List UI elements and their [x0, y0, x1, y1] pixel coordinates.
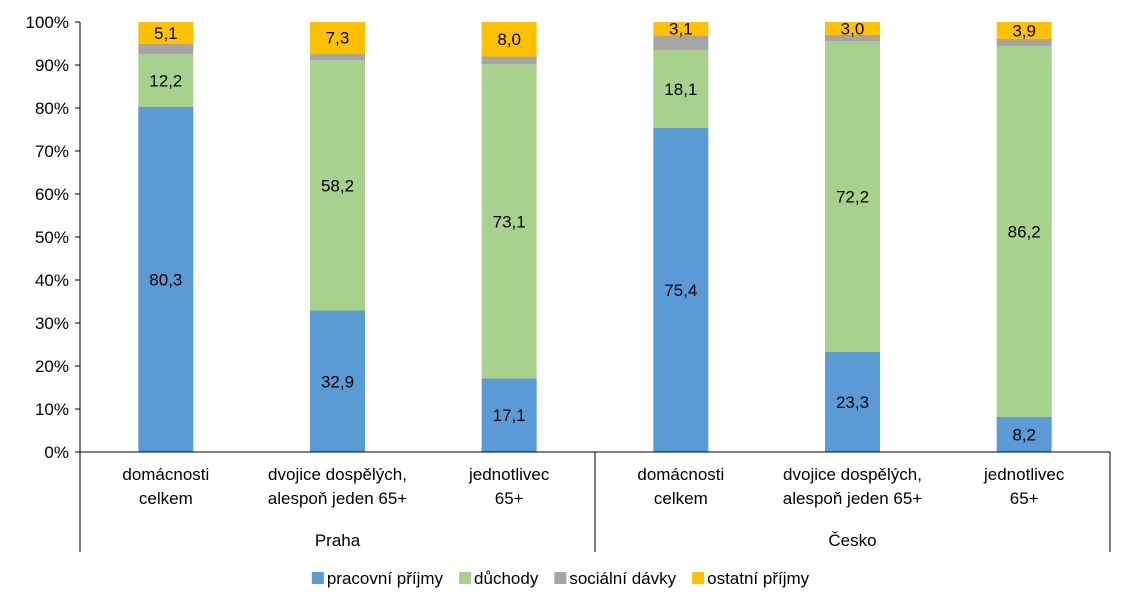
x-category-label: alespoň jeden 65+: [783, 489, 923, 508]
bar-segment-4-4: [653, 22, 709, 36]
bar-segment-4-3: [481, 22, 537, 57]
bars-layer: [138, 22, 1052, 453]
y-tick-label: 50%: [35, 228, 69, 247]
y-tick-label: 100%: [26, 13, 69, 32]
x-category-label: celkem: [139, 489, 193, 508]
bar-segment-1-2: [310, 310, 365, 452]
legend-swatch: [554, 572, 567, 584]
data-label: 75,4: [664, 281, 697, 300]
x-category-label: jednotlivec: [468, 465, 550, 484]
data-label: 80,3: [149, 270, 182, 289]
data-label: 5,1: [154, 24, 178, 43]
data-label: 7,3: [326, 29, 350, 48]
x-category-label: alespoň jeden 65+: [268, 489, 408, 508]
data-label: 72,2: [836, 188, 869, 207]
y-tick-label: 20%: [35, 357, 69, 376]
y-tick-label: 0%: [44, 443, 69, 462]
bar-segment-1-3: [481, 378, 537, 452]
x-category-label: celkem: [654, 489, 708, 508]
bar-segment-1-1: [138, 106, 194, 453]
data-label: 17,1: [493, 406, 526, 425]
bar-segment-3-6: [996, 38, 1052, 47]
axes-layer: 0% 10% 20% 30% 40% 50% 60% 70% 80% 90% 100% domácno…: [26, 13, 1111, 552]
bar-segment-3-1: [138, 43, 194, 55]
bar-segment-3-3: [481, 56, 537, 65]
bar-segment-4-2: [310, 22, 365, 54]
data-label: 23,3: [836, 393, 869, 412]
bar-segment-4-6: [996, 22, 1052, 39]
bar-segment-2-1: [138, 54, 194, 107]
legend: pracovní příjmy důchody sociální dávky osta…: [311, 569, 810, 588]
legend-swatch: [311, 572, 324, 584]
bar-segment-2-5: [825, 41, 880, 352]
data-label: 32,9: [321, 372, 354, 391]
legend-label: pracovní příjmy: [327, 569, 444, 588]
bar-segment-3-4: [653, 35, 709, 50]
legend-label: sociální dávky: [569, 569, 676, 588]
data-label: 8,2: [1012, 425, 1036, 444]
bar-segment-1-5: [825, 351, 880, 452]
bar-segment-3-2: [310, 53, 365, 61]
y-tick-label: 40%: [35, 271, 69, 290]
data-label: 3,0: [841, 19, 865, 38]
y-tick-label: 60%: [35, 185, 69, 204]
bar-segment-1-6: [996, 416, 1052, 452]
x-category-label: domácnosti: [637, 465, 724, 484]
x-category-label: 65+: [495, 489, 524, 508]
x-group-label: Praha: [315, 531, 361, 550]
x-category-label: jednotlivec: [983, 465, 1065, 484]
data-label: 73,1: [493, 212, 526, 231]
y-tick-label: 30%: [35, 314, 69, 333]
data-labels-layer: 80,3 12,2 5,1 32,9 58,2 7,3 17,1 73,1 8,0 75,4 18,…: [149, 19, 1040, 444]
y-tick-label: 70%: [35, 142, 69, 161]
data-label: 86,2: [1008, 222, 1041, 241]
legend-label: důchody: [474, 569, 539, 588]
bar-segment-2-4: [653, 49, 709, 128]
bar-segment-4-1: [138, 22, 194, 44]
bar-segment-2-2: [310, 60, 365, 311]
x-category-label: 65+: [1010, 489, 1039, 508]
x-category-label: dvojice dospělých,: [268, 465, 407, 484]
y-tick-label: 90%: [35, 56, 69, 75]
y-tick-label: 80%: [35, 99, 69, 118]
data-label: 3,1: [669, 20, 693, 39]
legend-swatch: [692, 572, 705, 584]
x-group-label: Česko: [828, 531, 876, 550]
data-label: 3,9: [1012, 21, 1036, 40]
bar-segment-2-3: [481, 64, 537, 379]
data-label: 18,1: [664, 80, 697, 99]
x-category-label: dvojice dospělých,: [783, 465, 922, 484]
bar-segment-4-5: [825, 22, 880, 35]
bar-segment-2-6: [996, 46, 1052, 417]
bar-segment-1-4: [653, 127, 709, 452]
bar-segment-3-5: [825, 34, 880, 42]
legend-label: ostatní příjmy: [707, 569, 810, 588]
x-category-label: domácnosti: [122, 465, 209, 484]
legend-swatch: [459, 572, 472, 584]
data-label: 58,2: [321, 176, 354, 195]
data-label: 8,0: [497, 30, 521, 49]
data-label: 12,2: [149, 71, 182, 90]
y-tick-label: 10%: [35, 400, 69, 419]
